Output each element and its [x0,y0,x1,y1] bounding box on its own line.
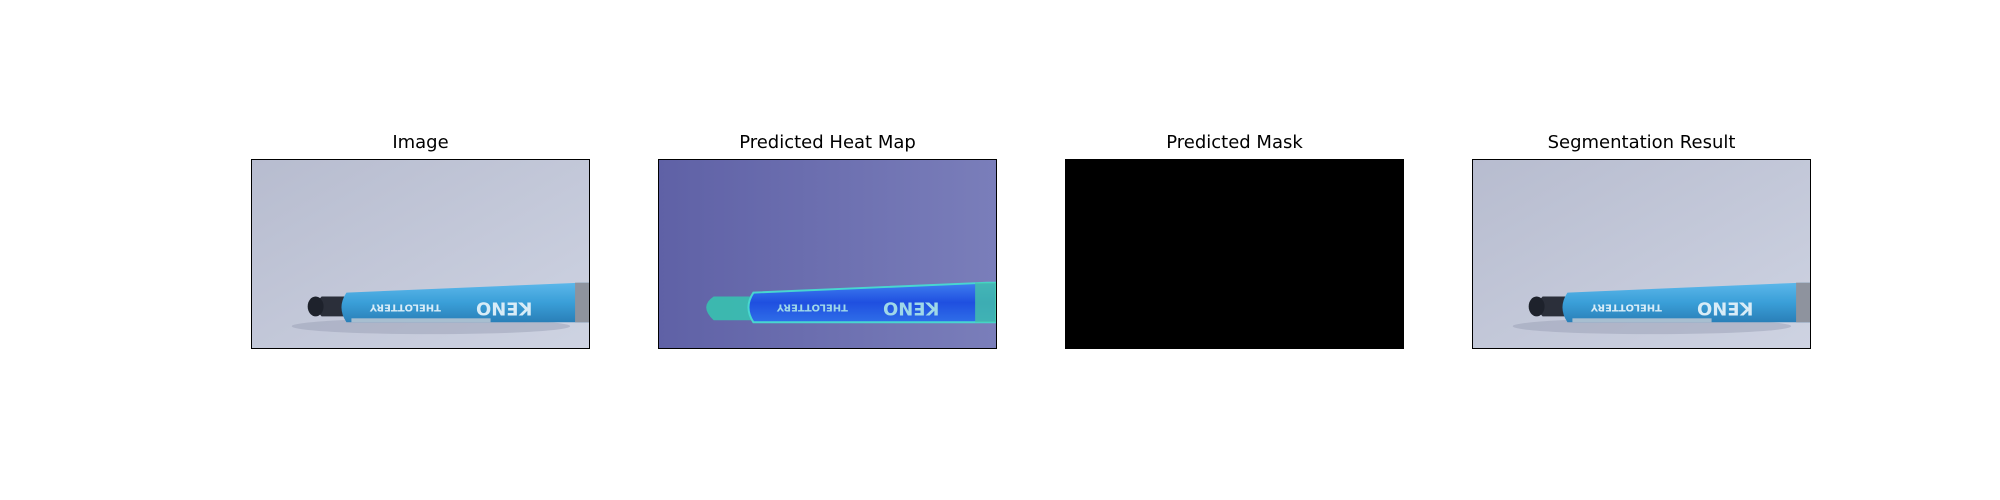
pen-print-brand: KENO [476,297,532,318]
segmentation-frame: THELOTTERY KENO [1472,159,1811,349]
mask-image [1065,159,1404,349]
heatmap-image: THELOTTERY KENO [659,160,996,348]
panel-title: Predicted Mask [1166,132,1303,153]
image-frame: THELOTTERY KENO [251,159,590,349]
panel-segmentation: Segmentation Result THELOTTERY [1472,0,1811,500]
heatmap-frame: THELOTTERY KENO [658,159,997,349]
pen-print-brand: KENO [883,297,939,318]
pen-print-line: THELOTTERY [776,301,848,312]
panel-title: Predicted Heat Map [739,132,916,153]
panel-mask: Predicted Mask [1065,0,1404,500]
segmentation-image: THELOTTERY KENO [1473,160,1810,348]
panel-title: Image [392,132,449,153]
panel-image: Image THELOTTERY KENO [251,0,590,500]
panel-title: Segmentation Result [1547,132,1736,153]
panel-heatmap: Predicted Heat Map THELOTTERY KENO [658,0,997,500]
pen-print-line: THELOTTERY [1590,301,1662,312]
pen-print-line: THELOTTERY [369,301,441,312]
pen-print-brand: KENO [1697,297,1753,318]
photo-image: THELOTTERY KENO [252,160,589,348]
